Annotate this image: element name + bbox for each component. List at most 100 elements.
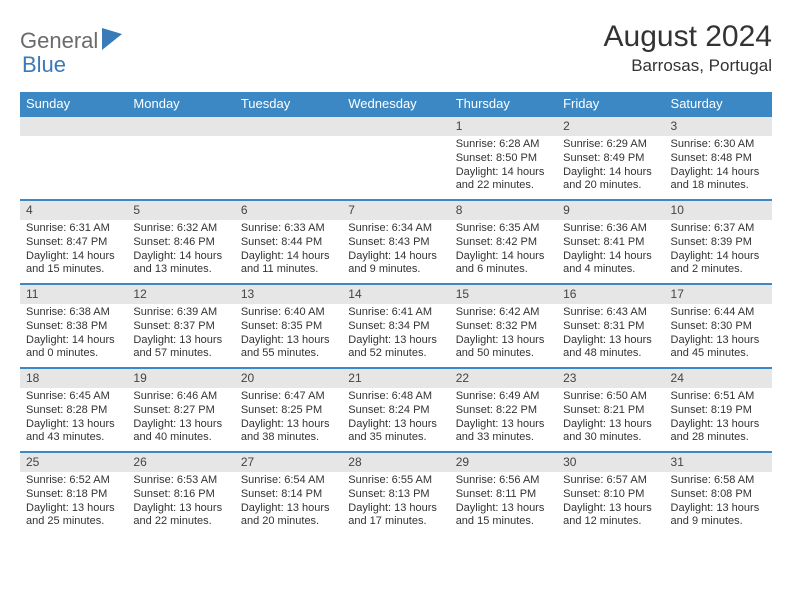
day-body: Sunrise: 6:54 AMSunset: 8:14 PMDaylight:… bbox=[235, 472, 342, 535]
day-cell: 13Sunrise: 6:40 AMSunset: 8:35 PMDayligh… bbox=[235, 284, 342, 368]
daylight-line-2: and 11 minutes. bbox=[241, 263, 336, 277]
day-cell: 4Sunrise: 6:31 AMSunset: 8:47 PMDaylight… bbox=[20, 200, 127, 284]
sunrise-line: Sunrise: 6:56 AM bbox=[456, 474, 551, 488]
sunrise-line: Sunrise: 6:36 AM bbox=[563, 222, 658, 236]
day-cell: 1Sunrise: 6:28 AMSunset: 8:50 PMDaylight… bbox=[450, 116, 557, 200]
day-cell: 23Sunrise: 6:50 AMSunset: 8:21 PMDayligh… bbox=[557, 368, 664, 452]
daylight-line-1: Daylight: 13 hours bbox=[456, 418, 551, 432]
calendar-table: Sunday Monday Tuesday Wednesday Thursday… bbox=[20, 92, 772, 535]
day-cell: 5Sunrise: 6:32 AMSunset: 8:46 PMDaylight… bbox=[127, 200, 234, 284]
daylight-line-1: Daylight: 14 hours bbox=[671, 166, 766, 180]
daylight-line-2: and 2 minutes. bbox=[671, 263, 766, 277]
sunset-line: Sunset: 8:14 PM bbox=[241, 488, 336, 502]
day-cell bbox=[20, 116, 127, 200]
brand-text-2: Blue bbox=[22, 52, 66, 77]
sunrise-line: Sunrise: 6:45 AM bbox=[26, 390, 121, 404]
daylight-line-1: Daylight: 13 hours bbox=[671, 418, 766, 432]
daylight-line-2: and 17 minutes. bbox=[348, 515, 443, 529]
daylight-line-1: Daylight: 13 hours bbox=[563, 502, 658, 516]
day-body: Sunrise: 6:45 AMSunset: 8:28 PMDaylight:… bbox=[20, 388, 127, 451]
sunrise-line: Sunrise: 6:38 AM bbox=[26, 306, 121, 320]
day-number: 27 bbox=[235, 453, 342, 472]
daylight-line-2: and 20 minutes. bbox=[241, 515, 336, 529]
sunset-line: Sunset: 8:18 PM bbox=[26, 488, 121, 502]
daylight-line-1: Daylight: 13 hours bbox=[133, 418, 228, 432]
daylight-line-2: and 12 minutes. bbox=[563, 515, 658, 529]
day-cell: 12Sunrise: 6:39 AMSunset: 8:37 PMDayligh… bbox=[127, 284, 234, 368]
day-cell: 21Sunrise: 6:48 AMSunset: 8:24 PMDayligh… bbox=[342, 368, 449, 452]
location-label: Barrosas, Portugal bbox=[604, 56, 772, 76]
daylight-line-2: and 57 minutes. bbox=[133, 347, 228, 361]
sunset-line: Sunset: 8:11 PM bbox=[456, 488, 551, 502]
day-body: Sunrise: 6:50 AMSunset: 8:21 PMDaylight:… bbox=[557, 388, 664, 451]
daylight-line-2: and 0 minutes. bbox=[26, 347, 121, 361]
daylight-line-1: Daylight: 13 hours bbox=[563, 418, 658, 432]
sunrise-line: Sunrise: 6:58 AM bbox=[671, 474, 766, 488]
sunset-line: Sunset: 8:22 PM bbox=[456, 404, 551, 418]
day-cell: 29Sunrise: 6:56 AMSunset: 8:11 PMDayligh… bbox=[450, 452, 557, 535]
sunrise-line: Sunrise: 6:47 AM bbox=[241, 390, 336, 404]
day-number: 24 bbox=[665, 369, 772, 388]
day-number-empty bbox=[342, 117, 449, 136]
day-cell: 6Sunrise: 6:33 AMSunset: 8:44 PMDaylight… bbox=[235, 200, 342, 284]
sunset-line: Sunset: 8:13 PM bbox=[348, 488, 443, 502]
day-number-empty bbox=[20, 117, 127, 136]
sunset-line: Sunset: 8:21 PM bbox=[563, 404, 658, 418]
sunset-line: Sunset: 8:37 PM bbox=[133, 320, 228, 334]
day-body: Sunrise: 6:40 AMSunset: 8:35 PMDaylight:… bbox=[235, 304, 342, 367]
day-number: 20 bbox=[235, 369, 342, 388]
daylight-line-1: Daylight: 13 hours bbox=[26, 502, 121, 516]
sunrise-line: Sunrise: 6:54 AM bbox=[241, 474, 336, 488]
sunrise-line: Sunrise: 6:40 AM bbox=[241, 306, 336, 320]
sunrise-line: Sunrise: 6:30 AM bbox=[671, 138, 766, 152]
dow-thursday: Thursday bbox=[450, 92, 557, 116]
sunrise-line: Sunrise: 6:46 AM bbox=[133, 390, 228, 404]
day-body: Sunrise: 6:30 AMSunset: 8:48 PMDaylight:… bbox=[665, 136, 772, 199]
sunrise-line: Sunrise: 6:48 AM bbox=[348, 390, 443, 404]
day-number: 14 bbox=[342, 285, 449, 304]
day-body: Sunrise: 6:55 AMSunset: 8:13 PMDaylight:… bbox=[342, 472, 449, 535]
day-number-empty bbox=[127, 117, 234, 136]
daylight-line-1: Daylight: 14 hours bbox=[133, 250, 228, 264]
dow-saturday: Saturday bbox=[665, 92, 772, 116]
daylight-line-2: and 18 minutes. bbox=[671, 179, 766, 193]
day-number: 1 bbox=[450, 117, 557, 136]
day-cell: 24Sunrise: 6:51 AMSunset: 8:19 PMDayligh… bbox=[665, 368, 772, 452]
day-cell: 3Sunrise: 6:30 AMSunset: 8:48 PMDaylight… bbox=[665, 116, 772, 200]
day-number: 4 bbox=[20, 201, 127, 220]
day-number: 9 bbox=[557, 201, 664, 220]
dow-sunday: Sunday bbox=[20, 92, 127, 116]
daylight-line-1: Daylight: 13 hours bbox=[26, 418, 121, 432]
daylight-line-2: and 20 minutes. bbox=[563, 179, 658, 193]
daylight-line-1: Daylight: 14 hours bbox=[26, 250, 121, 264]
daylight-line-2: and 35 minutes. bbox=[348, 431, 443, 445]
day-cell: 17Sunrise: 6:44 AMSunset: 8:30 PMDayligh… bbox=[665, 284, 772, 368]
daylight-line-1: Daylight: 13 hours bbox=[671, 502, 766, 516]
daylight-line-2: and 45 minutes. bbox=[671, 347, 766, 361]
week-row: 4Sunrise: 6:31 AMSunset: 8:47 PMDaylight… bbox=[20, 200, 772, 284]
day-number: 31 bbox=[665, 453, 772, 472]
daylight-line-1: Daylight: 14 hours bbox=[26, 334, 121, 348]
day-body: Sunrise: 6:35 AMSunset: 8:42 PMDaylight:… bbox=[450, 220, 557, 283]
day-cell bbox=[342, 116, 449, 200]
daylight-line-1: Daylight: 13 hours bbox=[133, 334, 228, 348]
day-body: Sunrise: 6:44 AMSunset: 8:30 PMDaylight:… bbox=[665, 304, 772, 367]
sunrise-line: Sunrise: 6:43 AM bbox=[563, 306, 658, 320]
sunset-line: Sunset: 8:42 PM bbox=[456, 236, 551, 250]
daylight-line-2: and 50 minutes. bbox=[456, 347, 551, 361]
sunrise-line: Sunrise: 6:31 AM bbox=[26, 222, 121, 236]
day-body: Sunrise: 6:48 AMSunset: 8:24 PMDaylight:… bbox=[342, 388, 449, 451]
day-number: 11 bbox=[20, 285, 127, 304]
week-row: 1Sunrise: 6:28 AMSunset: 8:50 PMDaylight… bbox=[20, 116, 772, 200]
day-number: 29 bbox=[450, 453, 557, 472]
daylight-line-2: and 4 minutes. bbox=[563, 263, 658, 277]
day-number: 3 bbox=[665, 117, 772, 136]
day-number: 26 bbox=[127, 453, 234, 472]
day-body: Sunrise: 6:46 AMSunset: 8:27 PMDaylight:… bbox=[127, 388, 234, 451]
daylight-line-2: and 25 minutes. bbox=[26, 515, 121, 529]
sunrise-line: Sunrise: 6:42 AM bbox=[456, 306, 551, 320]
day-body: Sunrise: 6:58 AMSunset: 8:08 PMDaylight:… bbox=[665, 472, 772, 535]
sunset-line: Sunset: 8:48 PM bbox=[671, 152, 766, 166]
sunrise-line: Sunrise: 6:49 AM bbox=[456, 390, 551, 404]
dow-wednesday: Wednesday bbox=[342, 92, 449, 116]
